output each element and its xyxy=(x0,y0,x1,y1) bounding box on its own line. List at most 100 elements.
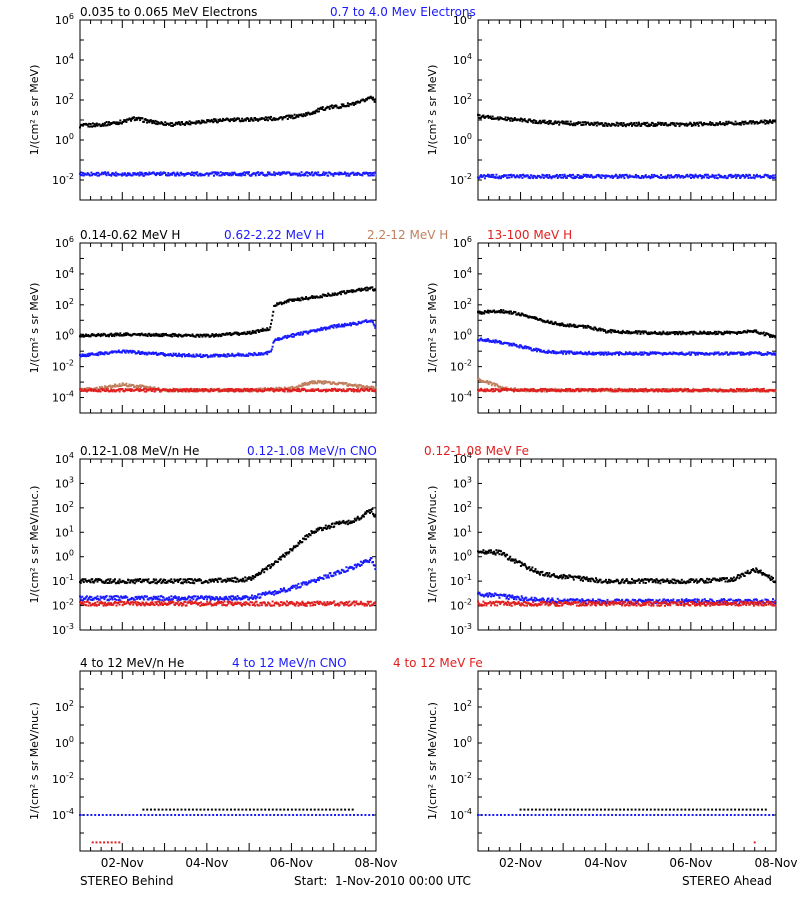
data-point xyxy=(749,120,752,123)
data-point xyxy=(289,114,292,117)
data-point xyxy=(647,123,650,126)
data-point xyxy=(277,303,280,305)
data-point xyxy=(509,119,512,122)
data-point xyxy=(289,172,292,175)
data-point xyxy=(328,107,331,110)
data-point xyxy=(742,351,745,354)
data-point xyxy=(162,354,165,357)
data-point xyxy=(546,319,549,322)
data-point xyxy=(216,173,218,176)
data-point xyxy=(610,352,613,355)
data-point xyxy=(141,350,144,353)
data-point xyxy=(227,387,230,390)
data-point xyxy=(495,339,498,342)
data-point xyxy=(613,331,616,333)
data-point xyxy=(190,387,193,390)
data-point xyxy=(719,121,722,124)
data-point xyxy=(628,174,631,177)
data-point xyxy=(606,125,609,127)
data-point xyxy=(591,390,594,393)
data-point xyxy=(749,352,752,355)
data-point xyxy=(673,122,676,125)
data-point xyxy=(197,333,199,336)
data-point xyxy=(678,175,681,177)
data-point xyxy=(618,353,620,356)
data-point xyxy=(307,332,310,335)
data-point xyxy=(513,174,515,177)
data-point xyxy=(173,172,176,175)
data-point xyxy=(110,388,113,391)
data-point xyxy=(662,330,665,333)
data-point xyxy=(490,389,492,392)
data-point xyxy=(264,387,266,390)
data-point xyxy=(512,389,515,392)
data-point xyxy=(280,173,283,176)
data-point xyxy=(605,351,607,354)
data-point xyxy=(665,388,668,391)
data-point xyxy=(160,333,163,336)
data-point xyxy=(634,351,637,354)
data-point xyxy=(241,117,244,120)
data-point xyxy=(320,106,323,109)
data-point xyxy=(363,385,366,388)
data-point xyxy=(581,123,584,126)
data-point xyxy=(696,353,699,356)
data-point xyxy=(249,118,252,121)
data-point xyxy=(102,352,105,355)
data-point xyxy=(621,332,624,335)
data-point xyxy=(87,125,90,128)
data-point xyxy=(721,332,724,335)
data-point xyxy=(497,177,500,180)
data-point xyxy=(601,122,604,125)
data-point xyxy=(575,176,578,179)
data-point xyxy=(490,176,492,178)
data-point xyxy=(665,333,668,336)
data-point xyxy=(523,174,525,177)
data-point xyxy=(588,350,591,353)
data-point xyxy=(699,330,702,333)
data-point xyxy=(324,328,327,331)
data-point xyxy=(628,176,630,179)
data-point xyxy=(715,174,718,177)
data-point xyxy=(632,390,635,393)
data-point xyxy=(479,378,482,381)
data-point xyxy=(243,171,246,174)
data-point xyxy=(308,383,311,386)
data-point xyxy=(583,353,586,356)
data-point xyxy=(511,119,514,122)
data-point xyxy=(219,171,222,174)
data-point xyxy=(248,330,251,333)
data-point xyxy=(740,351,743,354)
data-point xyxy=(284,335,287,337)
data-point xyxy=(746,175,749,177)
data-point xyxy=(550,351,553,354)
data-point xyxy=(518,346,521,349)
data-point xyxy=(620,176,623,179)
data-point xyxy=(174,123,177,126)
data-point xyxy=(276,173,279,176)
data-point xyxy=(534,122,537,124)
data-point xyxy=(305,113,308,116)
data-point xyxy=(135,117,138,119)
data-point xyxy=(714,333,717,336)
data-point xyxy=(561,120,564,123)
data-point xyxy=(105,351,108,354)
data-point xyxy=(631,353,634,356)
data-point xyxy=(320,380,323,383)
data-point xyxy=(533,316,536,319)
data-point xyxy=(230,354,233,357)
data-point xyxy=(232,388,234,391)
data-point xyxy=(207,174,210,177)
y-tick-label: 10-2 xyxy=(52,359,74,374)
data-point xyxy=(487,114,489,117)
data-point xyxy=(258,118,261,121)
data-point xyxy=(155,351,158,354)
data-point xyxy=(498,175,501,178)
data-point xyxy=(486,388,489,391)
data-point xyxy=(611,353,614,356)
data-point xyxy=(272,310,275,313)
data-point xyxy=(644,330,647,333)
data-point xyxy=(95,173,97,176)
series-1-points xyxy=(79,286,377,338)
data-point xyxy=(363,288,366,291)
